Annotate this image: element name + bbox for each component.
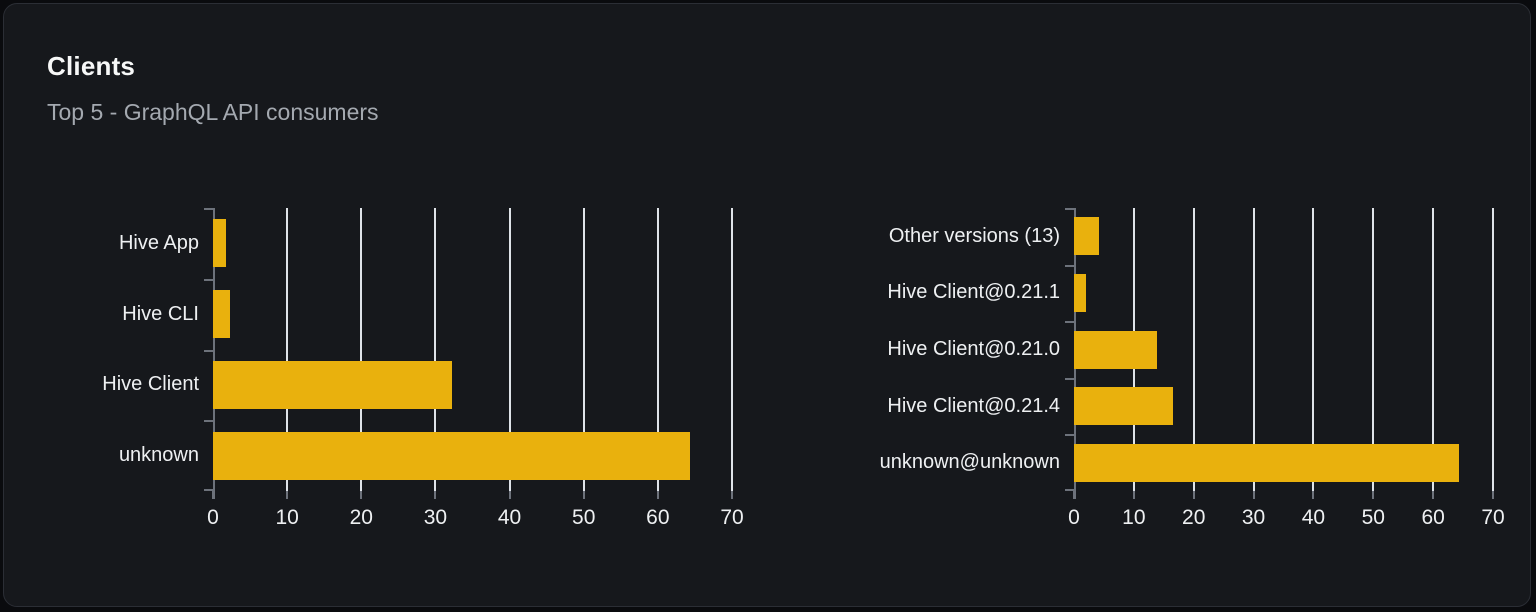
category-label: unknown: [118, 444, 199, 467]
x-axis-tick: [656, 491, 659, 499]
x-axis-tick: [1132, 491, 1135, 499]
x-axis-tick-label: 60: [1421, 506, 1445, 529]
x-axis-tick-label: 20: [1182, 506, 1206, 529]
y-axis-tick: [1065, 489, 1074, 491]
category-labels: Hive App Hive CLI Hive Client unknown: [53, 208, 213, 491]
gridline: [508, 208, 511, 491]
category-labels: Other versions (13) Hive Client@0.21.1 Hiv…: [842, 208, 1074, 491]
x-axis-tick-label: 20: [349, 506, 373, 529]
x-axis-tick: [286, 491, 289, 499]
y-axis-tick: [204, 489, 213, 491]
gridline: [731, 208, 733, 491]
x-axis-tick: [434, 491, 437, 499]
y-axis-tick: [1065, 434, 1074, 436]
x-axis-tick: [212, 491, 214, 499]
gridline: [1492, 208, 1494, 491]
y-axis-tick: [1065, 378, 1074, 380]
category-label: Hive Client@0.21.4: [887, 394, 1060, 417]
plot-area: 0 10 20 30 40 50 60 70: [204, 208, 744, 529]
category-label: Hive CLI: [122, 302, 199, 325]
x-axis-tick-label: 40: [1301, 506, 1326, 529]
category-label: unknown@unknown: [879, 451, 1060, 474]
x-axis-tick: [1252, 491, 1255, 499]
x-axis-tick: [1312, 491, 1315, 499]
x-axis-tick-label: 30: [423, 506, 448, 529]
gridline: [286, 208, 289, 491]
bar-hive-client-0-21-0[interactable]: [1074, 330, 1158, 369]
bar-unknown[interactable]: [213, 431, 691, 480]
gridline: [656, 208, 659, 491]
plot-area: 0 10 20 30 40 50 60 70: [1065, 208, 1505, 529]
card-subtitle: Top 5 - GraphQL API consumers: [47, 99, 379, 125]
y-axis-tick: [1065, 265, 1074, 267]
y-axis: [213, 208, 215, 499]
x-axis-tick-label: 70: [720, 506, 744, 529]
x-axis-tick: [1372, 491, 1375, 499]
y-axis-tick: [204, 279, 213, 281]
y-axis-tick: [204, 208, 213, 210]
x-axis-tick-label: 10: [275, 506, 299, 529]
gridline: [1432, 208, 1435, 491]
category-label: Hive Client: [102, 373, 199, 396]
bar-hive-client[interactable]: [213, 360, 452, 409]
x-axis-tick-label: 30: [1241, 506, 1266, 529]
y-axis-tick: [1065, 321, 1074, 323]
card-title: Clients: [47, 51, 136, 81]
x-axis-tick-label: 10: [1122, 506, 1146, 529]
x-axis-tick-label: 40: [497, 506, 522, 529]
bar-other-versions-13-[interactable]: [1074, 217, 1100, 256]
y-axis-tick: [204, 420, 213, 422]
x-axis-tick: [582, 491, 585, 499]
category-label: Hive Client@0.21.0: [887, 337, 1060, 360]
x-axis-tick: [508, 491, 511, 499]
x-axis-tick: [731, 491, 733, 499]
x-axis-tick: [1432, 491, 1435, 499]
x-axis-tick-label: 70: [1481, 506, 1505, 529]
gridline: [1312, 208, 1315, 491]
y-axis-tick: [204, 350, 213, 352]
x-axis-tick-label: 0: [1068, 506, 1080, 529]
bar-hive-app[interactable]: [213, 219, 226, 268]
category-label: Other versions (13): [888, 224, 1060, 247]
x-axis-tick: [1192, 491, 1195, 499]
gridline: [360, 208, 363, 491]
x-axis-tick: [360, 491, 363, 499]
category-label: Hive App: [118, 231, 199, 254]
gridline: [1372, 208, 1375, 491]
bar-unknown-unknown[interactable]: [1074, 443, 1460, 482]
clients-card: Clients Top 5 - GraphQL API consumers Hi…: [3, 3, 1531, 607]
gridline: [1192, 208, 1195, 491]
category-label: Hive Client@0.21.1: [887, 281, 1060, 304]
x-axis-tick-label: 0: [207, 506, 219, 529]
clients-chart: Hive App Hive CLI Hive Client unknown 0 10 20 3…: [53, 208, 744, 529]
x-axis-tick: [1073, 491, 1075, 499]
bar-hive-client-0-21-1[interactable]: [1074, 273, 1086, 312]
y-axis-tick: [1065, 208, 1074, 210]
x-axis-tick-label: 50: [572, 506, 596, 529]
gridline: [582, 208, 585, 491]
x-axis-tick: [1492, 491, 1494, 499]
gridline: [434, 208, 437, 491]
gridline: [1252, 208, 1255, 491]
x-axis-tick-label: 50: [1361, 506, 1385, 529]
client-versions-chart: Other versions (13) Hive Client@0.21.1 Hiv…: [842, 208, 1505, 529]
x-axis-tick-label: 60: [646, 506, 670, 529]
bar-hive-client-0-21-4[interactable]: [1074, 387, 1174, 426]
bar-hive-cli[interactable]: [213, 290, 231, 339]
